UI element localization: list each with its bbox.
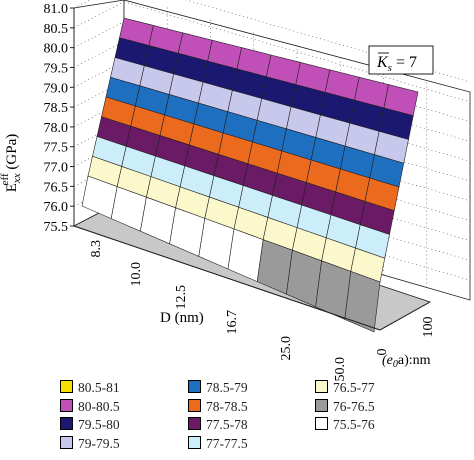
legend-swatch <box>188 398 201 412</box>
legend-swatch <box>60 435 73 449</box>
ks-annotation-box <box>368 45 434 75</box>
z-tick-label: 78.5 <box>44 101 69 116</box>
grid-line <box>73 80 125 108</box>
d-tick-label: 25.0 <box>279 336 294 361</box>
grid-line <box>73 21 125 48</box>
legend-item: 76-76.5 <box>315 398 375 415</box>
e-axis-label: (e0a):nm <box>382 353 431 370</box>
legend-item: 78-78.5 <box>188 398 248 415</box>
d-tick-label: 12.5 <box>174 285 189 310</box>
legend-swatch <box>188 435 201 449</box>
z-tick-label: 77.5 <box>44 141 69 156</box>
legend-item: 76.5-77 <box>315 380 375 396</box>
e-axis-label-post: a):nm <box>398 353 431 368</box>
z-axis-label-sup: eff <box>0 173 11 185</box>
z-tick-label: 80.0 <box>44 42 69 57</box>
z-tick-label: 76.5 <box>44 180 69 195</box>
legend-swatch <box>315 417 328 430</box>
legend-label: 76.5-77 <box>333 380 375 395</box>
legend-label: 78-78.5 <box>206 398 248 414</box>
legend-item: 80-80.5 <box>60 398 120 415</box>
grid-line <box>73 41 125 68</box>
legend-swatch <box>188 417 201 430</box>
legend-item: 79-79.5 <box>60 435 120 452</box>
ks-annotation-k: K <box>376 54 389 71</box>
grid-line <box>73 61 125 88</box>
legend-swatch <box>188 380 201 393</box>
d-tick-label: 16.7 <box>225 310 240 335</box>
z-tick-label: 75.5 <box>44 220 69 235</box>
z-tick-label: 81.0 <box>44 2 69 17</box>
ks-annotation-text: Ks = 7 <box>376 54 417 74</box>
d-tick-label: 50.0 <box>333 357 348 382</box>
legend-label: 79.5-80 <box>78 417 120 432</box>
ks-annotation-rest: = 7 <box>392 54 417 71</box>
e-tick-label: 100 <box>421 317 436 338</box>
e-axis-label-sub: 0 <box>393 359 398 370</box>
legend-label: 80-80.5 <box>78 398 120 414</box>
legend-label: 79-79.5 <box>78 435 120 451</box>
ks-annotation-sub: s <box>388 62 392 74</box>
d-axis-ticks: 8.3 10.0 12.5 16.7 25.0 50.0 <box>89 240 348 382</box>
ks-annotation: Ks = 7 <box>368 45 434 75</box>
legend-label: 77-77.5 <box>206 435 248 451</box>
grid-line <box>73 100 125 128</box>
surface-cell <box>315 260 352 320</box>
legend-label: 80.5-81 <box>78 380 120 395</box>
legend-swatch <box>60 398 73 412</box>
d-tick-label: 8.3 <box>89 240 104 258</box>
grid-line <box>73 1 125 29</box>
e-axis-ticks: 0 100 <box>375 317 436 356</box>
legend-item: 77-77.5 <box>188 435 248 452</box>
legend-label: 75.5-76 <box>333 417 375 432</box>
legend-item: 77.5-78 <box>188 417 248 433</box>
legend-swatch <box>315 398 328 412</box>
legend-label: 77.5-78 <box>206 417 248 432</box>
legend-item: 79.5-80 <box>60 417 120 433</box>
grid-line <box>123 1 471 103</box>
e-axis-line <box>379 301 431 331</box>
z-tick-label: 79.5 <box>44 61 69 76</box>
d-tick-label: 10.0 <box>129 262 144 287</box>
legend-label: 78.5-79 <box>206 380 248 395</box>
surface-cell <box>344 270 381 333</box>
z-tick-label: 77.0 <box>44 161 69 176</box>
legend-item: 80.5-81 <box>60 380 120 396</box>
surface-plot <box>81 17 419 333</box>
d-axis-line <box>73 225 381 331</box>
legend-swatch <box>315 380 328 393</box>
z-tick-label: 76.0 <box>44 200 69 215</box>
legend-item: 75.5-76 <box>315 417 375 433</box>
z-tick-label: 78.0 <box>44 121 69 136</box>
legend-label: 76-76.5 <box>333 398 375 414</box>
z-axis-label-unit: (GPa) <box>4 134 20 174</box>
legend-swatch <box>60 417 73 430</box>
z-axis-label: Exxeff (GPa) <box>0 134 23 193</box>
d-axis-label: D (nm) <box>160 310 204 326</box>
z-axis-label-sub: xx <box>11 173 23 184</box>
z-axis-label-main: E <box>4 183 20 192</box>
legend-swatch <box>60 380 73 393</box>
e-tick-label: 0 <box>375 349 390 356</box>
chart-axes <box>73 8 431 331</box>
z-tick-label: 79.0 <box>44 81 69 96</box>
e-axis-label-pre: (e <box>382 353 393 368</box>
z-axis-ticks: 75.5 76.0 76.5 77.0 77.5 78.0 78.5 79.0 79.5 80.0… <box>44 2 74 235</box>
legend-item: 78.5-79 <box>188 380 248 396</box>
z-tick-label: 80.5 <box>44 22 69 37</box>
